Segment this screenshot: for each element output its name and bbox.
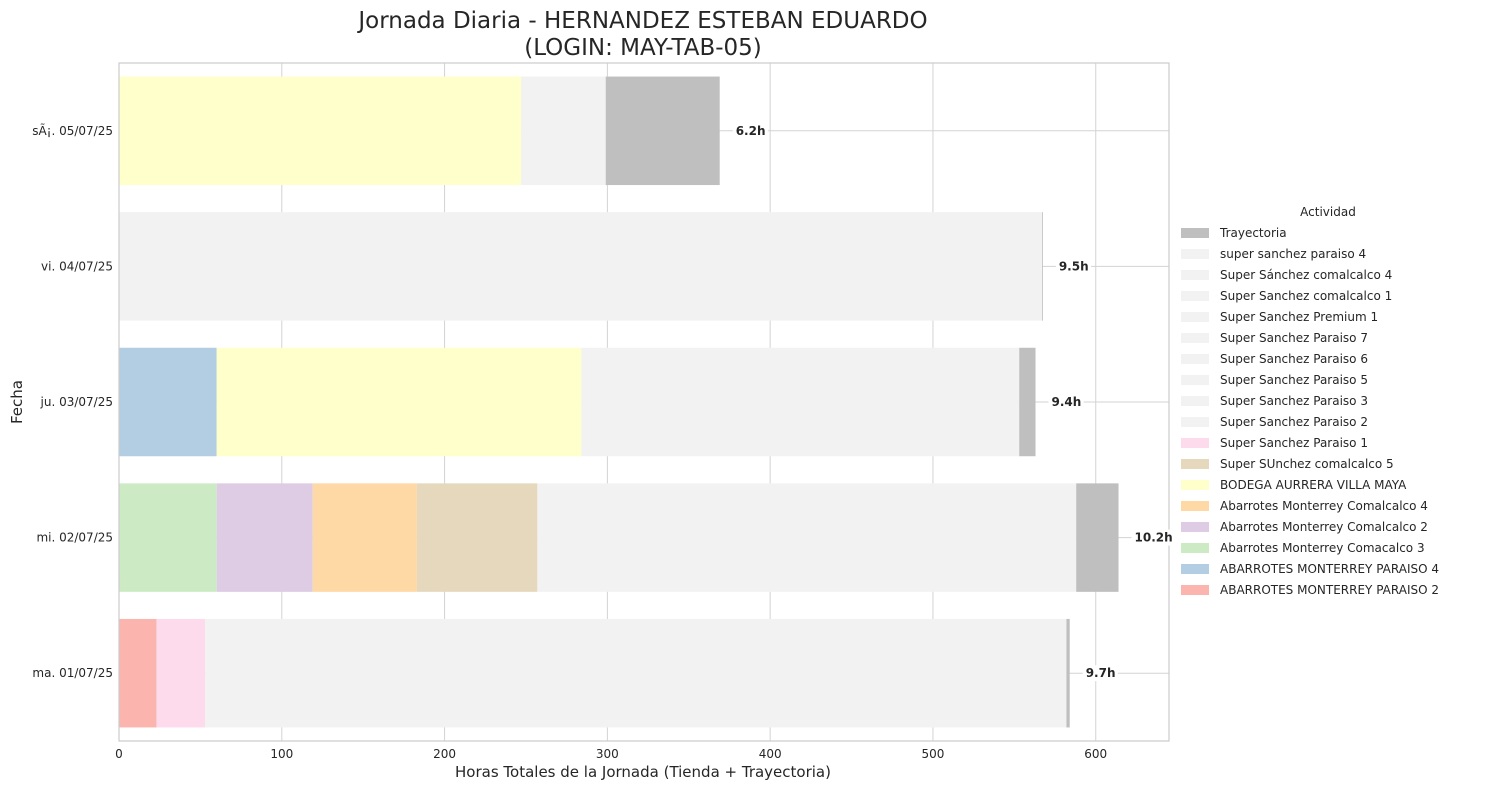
legend-entry: Trayectoria <box>1219 226 1287 240</box>
chart-title-line-2: (LOGIN: MAY-TAB-05) <box>524 35 762 61</box>
x-tick-label: 300 <box>596 747 619 761</box>
bar-segment <box>416 483 538 592</box>
y-tick-label: vi. 04/07/25 <box>41 259 113 273</box>
bar-segment <box>119 483 217 592</box>
legend-swatch <box>1181 270 1209 280</box>
legend-swatch <box>1181 438 1209 448</box>
legend-swatch <box>1181 480 1209 490</box>
bar-segment <box>1042 212 1043 321</box>
legend-entry: ABARROTES MONTERREY PARAISO 2 <box>1220 583 1439 597</box>
bar-segment <box>581 347 1020 457</box>
bar-segment <box>205 618 1067 728</box>
y-axis-label: Fecha <box>8 380 26 424</box>
bar-segment <box>537 483 1077 592</box>
bar-segment <box>1019 347 1036 457</box>
bar-segment <box>119 76 522 186</box>
legend-entry: Super Sanchez Premium 1 <box>1220 310 1378 324</box>
legend-items: Trayectoria super sanchez paraiso 4 Super … <box>1181 226 1439 597</box>
legend-swatch <box>1181 354 1209 364</box>
legend-swatch <box>1181 312 1209 322</box>
bar-segment <box>216 483 313 592</box>
x-tick-label: 500 <box>922 747 945 761</box>
total-label: 9.5h <box>1059 259 1089 273</box>
total-label: 9.7h <box>1086 666 1116 680</box>
legend-swatch <box>1181 249 1209 259</box>
x-axis-label: Horas Totales de la Jornada (Tienda + Tr… <box>455 763 831 781</box>
legend-entry: Super SUnchez comalcalco 5 <box>1220 457 1394 471</box>
legend-swatch <box>1181 522 1209 532</box>
legend-swatch <box>1181 501 1209 511</box>
total-label-bg <box>1055 258 1092 275</box>
bar-segment <box>156 618 206 728</box>
legend-entry: Super Sanchez comalcalco 1 <box>1220 289 1392 303</box>
bar-segment <box>119 347 217 457</box>
x-tick-label: 400 <box>759 747 782 761</box>
bar-segment <box>605 76 720 186</box>
total-labels: 9.7h 10.2h 9.4h 9.5h 6.2h <box>732 122 1175 682</box>
legend-entry: Super Sanchez Paraiso 1 <box>1220 436 1368 450</box>
legend-swatch <box>1181 375 1209 385</box>
x-tick-label: 0 <box>115 747 123 761</box>
legend-entry: Super Sanchez Paraiso 7 <box>1220 331 1368 345</box>
legend-entry: BODEGA AURRERA VILLA MAYA <box>1220 478 1407 492</box>
bar-segment <box>312 483 417 592</box>
total-label-bg <box>1048 394 1084 410</box>
total-label-bg <box>732 122 768 139</box>
legend-title: Actividad <box>1300 205 1356 219</box>
total-label: 10.2h <box>1135 531 1173 545</box>
legend-swatch <box>1181 291 1209 301</box>
legend-swatch <box>1181 417 1209 427</box>
legend-entry: Super Sanchez Paraiso 5 <box>1220 373 1368 387</box>
x-tick-labels: 0 100 200 300 400 500 600 <box>115 747 1107 761</box>
total-label: 9.4h <box>1052 395 1082 409</box>
bar-segment <box>119 212 1043 321</box>
x-tick-label: 200 <box>433 747 456 761</box>
legend-entry: Super Sanchez Paraiso 3 <box>1220 394 1368 408</box>
legend-swatch <box>1181 333 1209 343</box>
y-tick-labels: ma. 01/07/25 mi. 02/07/25 ju. 03/07/25 vi. … <box>32 123 113 680</box>
bar-segment <box>216 347 582 457</box>
total-label-bg <box>1082 665 1118 682</box>
total-label-bg <box>1131 529 1175 546</box>
bar-segment <box>1066 618 1070 728</box>
y-tick-label: sÃ¡. 05/07/25 <box>32 123 113 138</box>
legend-entry: Super Sanchez Paraiso 6 <box>1220 352 1368 366</box>
legend-entry: Super Sánchez comalcalco 4 <box>1220 268 1392 282</box>
chart-title-line-1: Jornada Diaria - HERNANDEZ ESTEBAN EDUAR… <box>356 8 927 34</box>
legend-entry: ABARROTES MONTERREY PARAISO 4 <box>1220 562 1439 576</box>
bar-segment <box>521 76 606 186</box>
x-tick-label: 100 <box>270 747 293 761</box>
plot-frame <box>118 62 1170 742</box>
legend-entry: Abarrotes Monterrey Comacalco 3 <box>1220 541 1425 555</box>
legend-entry: Abarrotes Monterrey Comalcalco 2 <box>1220 520 1428 534</box>
bar-segments <box>119 76 1119 728</box>
y-tick-label: ju. 03/07/25 <box>40 395 113 409</box>
legend-swatch <box>1181 585 1209 595</box>
legend-swatch <box>1181 228 1209 238</box>
legend: Actividad Trayectoria super sanchez parai… <box>1181 205 1439 597</box>
legend-swatch <box>1181 564 1209 574</box>
legend-swatch <box>1181 459 1209 469</box>
bar-segment <box>119 618 157 728</box>
legend-entry: Super Sanchez Paraiso 2 <box>1220 415 1368 429</box>
legend-entry: Abarrotes Monterrey Comalcalco 4 <box>1220 499 1428 513</box>
y-tick-label: ma. 01/07/25 <box>32 666 113 680</box>
y-tick-label: mi. 02/07/25 <box>36 531 113 545</box>
legend-swatch <box>1181 396 1209 406</box>
legend-entry: super sanchez paraiso 4 <box>1220 247 1366 261</box>
x-tick-label: 600 <box>1084 747 1107 761</box>
bar-segment <box>1076 483 1119 592</box>
total-label: 6.2h <box>736 124 766 138</box>
legend-swatch <box>1181 543 1209 553</box>
